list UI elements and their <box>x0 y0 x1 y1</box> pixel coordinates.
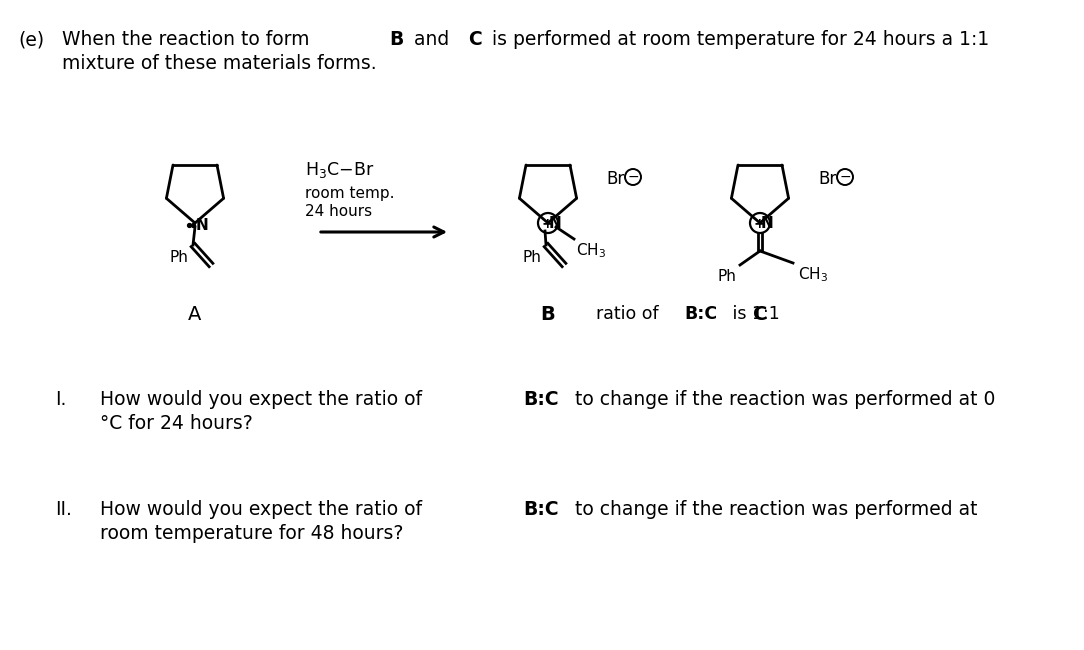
Text: CH$_3$: CH$_3$ <box>576 241 606 260</box>
Text: (e): (e) <box>18 30 44 49</box>
Text: B:C: B:C <box>524 500 559 519</box>
Text: −: − <box>628 170 638 184</box>
Text: N: N <box>761 216 774 231</box>
Text: is 1:1: is 1:1 <box>726 305 779 323</box>
Text: Ph: Ph <box>522 250 541 265</box>
Text: C: C <box>752 305 767 324</box>
Text: II.: II. <box>55 500 72 519</box>
Text: Ph: Ph <box>169 250 188 265</box>
Text: −: − <box>839 170 851 184</box>
Text: How would you expect the ratio of: How would you expect the ratio of <box>100 500 428 519</box>
Text: ratio of: ratio of <box>596 305 664 323</box>
Text: B: B <box>541 305 555 324</box>
Text: mixture of these materials forms.: mixture of these materials forms. <box>62 54 376 73</box>
Text: 24 hours: 24 hours <box>305 204 372 219</box>
Text: B: B <box>389 30 403 49</box>
Text: I.: I. <box>55 390 66 409</box>
Text: °C for 24 hours?: °C for 24 hours? <box>100 414 253 433</box>
Text: How would you expect the ratio of: How would you expect the ratio of <box>100 390 428 409</box>
Text: H$_3$C$-$Br: H$_3$C$-$Br <box>305 160 374 180</box>
Text: B:C: B:C <box>524 390 559 409</box>
Text: C: C <box>468 30 482 49</box>
Text: Br: Br <box>606 170 624 188</box>
Text: N: N <box>196 218 209 233</box>
Text: to change if the reaction was performed at 0: to change if the reaction was performed … <box>569 390 995 409</box>
Text: Ph: Ph <box>718 269 736 284</box>
Text: and: and <box>408 30 455 49</box>
Text: N: N <box>549 216 562 231</box>
Text: +: + <box>753 216 765 231</box>
Text: to change if the reaction was performed at: to change if the reaction was performed … <box>569 500 978 519</box>
Text: is performed at room temperature for 24 hours a 1:1: is performed at room temperature for 24 … <box>487 30 990 49</box>
Text: room temp.: room temp. <box>305 186 395 201</box>
Text: room temperature for 48 hours?: room temperature for 48 hours? <box>100 524 403 543</box>
Text: B:C: B:C <box>684 305 717 323</box>
Text: +: + <box>541 216 553 231</box>
Text: CH$_3$: CH$_3$ <box>798 265 828 283</box>
Text: When the reaction to form: When the reaction to form <box>62 30 315 49</box>
Text: A: A <box>189 305 202 324</box>
Text: Br: Br <box>818 170 836 188</box>
